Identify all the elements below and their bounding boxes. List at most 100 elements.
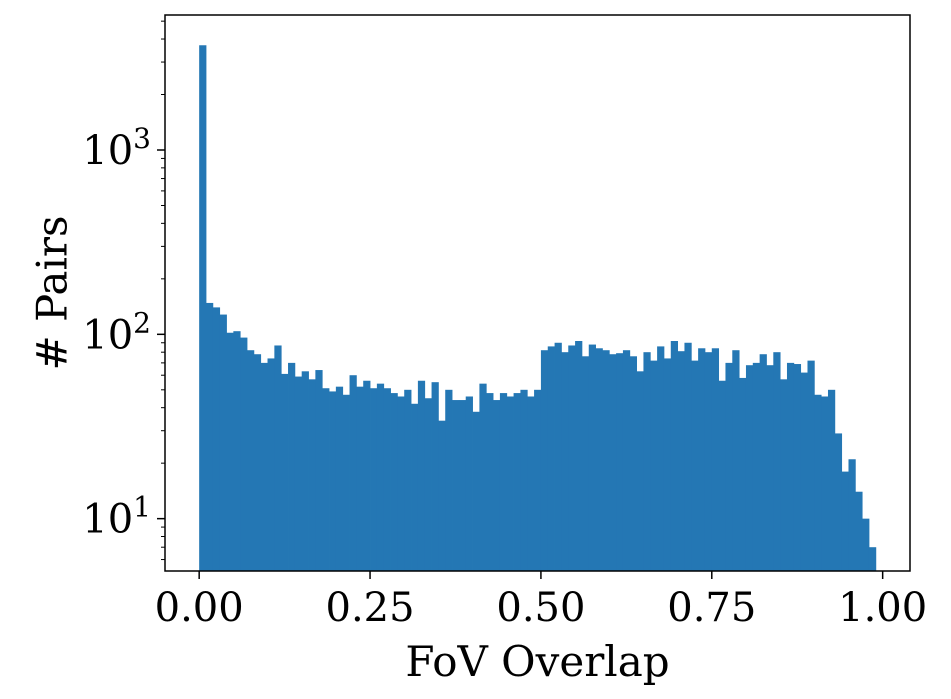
histogram-bar — [677, 351, 685, 571]
histogram-bar — [363, 380, 371, 571]
histogram-bar — [684, 342, 692, 571]
histogram-bar — [506, 396, 514, 571]
y-axis-label: # Pairs — [28, 215, 77, 370]
histogram-bar — [431, 382, 439, 571]
histogram-bar — [862, 518, 870, 571]
histogram-bar — [575, 341, 583, 571]
histogram-bar — [404, 389, 412, 571]
histogram-bar — [424, 398, 432, 571]
histogram-bar — [752, 362, 761, 571]
histogram-bar — [663, 358, 672, 571]
histogram-bar — [520, 389, 528, 571]
histogram-bar — [780, 379, 788, 571]
histogram-bar — [376, 383, 385, 571]
histogram-bar — [356, 386, 364, 571]
histogram-bar — [219, 314, 227, 571]
histogram-bar — [206, 302, 214, 571]
histogram-bar — [527, 396, 535, 571]
histogram-bar — [868, 547, 877, 571]
histogram-bar — [800, 372, 808, 571]
histogram-bar — [240, 337, 248, 571]
histogram-bar — [821, 396, 829, 571]
histogram-bar — [301, 371, 309, 571]
histogram-bar — [786, 362, 795, 571]
histogram-bar — [588, 344, 596, 571]
histogram-bar — [479, 383, 487, 571]
histogram-bar — [807, 360, 815, 571]
histogram-bar — [834, 433, 843, 571]
histogram-bar — [493, 400, 501, 571]
histogram-bar — [445, 389, 453, 571]
histogram-bar — [718, 380, 726, 571]
histogram-bar — [288, 362, 296, 571]
histogram-bar — [397, 396, 405, 571]
histogram-bar — [322, 388, 330, 571]
histogram-bar — [335, 386, 344, 571]
histogram-bar — [438, 420, 446, 571]
histogram-bar — [561, 352, 569, 571]
histogram-bar — [233, 331, 241, 571]
histogram-bar — [534, 389, 542, 571]
histogram-bar — [342, 394, 350, 571]
histogram-bar — [711, 348, 720, 571]
histogram-bar — [581, 356, 590, 571]
histogram-bar — [793, 364, 802, 571]
histogram-bar — [739, 377, 747, 571]
histogram-bar — [226, 332, 234, 571]
histogram-bar — [513, 393, 521, 571]
histogram-bar — [370, 388, 378, 571]
histogram-bar — [554, 342, 562, 571]
histogram-bar — [650, 360, 658, 571]
histogram-bar — [411, 403, 419, 571]
histogram-bar — [452, 400, 460, 571]
y-tick-label: 103 — [82, 122, 151, 174]
histogram-bar — [465, 396, 473, 571]
histogram-bar — [629, 356, 637, 571]
histogram-bar — [670, 341, 679, 571]
histogram-bar — [636, 371, 644, 571]
histogram-bar — [759, 354, 767, 571]
histogram-bar — [616, 353, 624, 571]
histogram-bar — [417, 380, 426, 571]
histogram-bar — [547, 346, 555, 571]
histogram-bar — [691, 360, 699, 571]
histogram-bar — [609, 354, 617, 571]
x-tick-label: 0.50 — [496, 585, 585, 631]
histogram-bar — [568, 345, 576, 571]
histogram-bar — [274, 345, 282, 571]
y-axis-ticks: 101 102 103 — [82, 20, 165, 561]
y-tick-label: 101 — [82, 491, 151, 543]
x-axis-ticks: 0.00 0.25 0.50 0.75 1.00 — [155, 571, 927, 631]
histogram-bar — [745, 365, 754, 571]
histogram-bar — [390, 393, 398, 571]
histogram-bar — [848, 459, 856, 571]
histogram-bar — [294, 376, 303, 571]
histogram-bar — [458, 400, 467, 571]
histogram-bar — [253, 354, 262, 571]
histogram-bar — [814, 394, 822, 571]
x-tick-label: 0.75 — [667, 585, 756, 631]
histogram-bar — [308, 379, 316, 571]
histogram-bar — [281, 373, 289, 571]
histogram-bar — [766, 365, 774, 571]
histogram-bar — [841, 471, 849, 571]
histogram-bar — [315, 370, 323, 571]
histogram-bar — [212, 307, 221, 571]
x-tick-label: 1.00 — [838, 585, 927, 631]
histogram-bar — [486, 393, 494, 571]
histogram-bar — [773, 352, 781, 571]
histogram-bar — [383, 388, 391, 571]
y-tick-label: 102 — [82, 306, 151, 358]
histogram-bar — [725, 362, 733, 571]
histogram-bar — [199, 45, 207, 571]
histogram-bar — [499, 393, 508, 571]
histogram-bar — [595, 348, 603, 571]
histogram-bar — [622, 350, 631, 571]
histogram-bar — [602, 350, 610, 571]
histogram-bar — [349, 375, 357, 571]
x-axis-label: FoV Overlap — [405, 637, 669, 686]
histogram-bar — [704, 352, 713, 571]
histogram-bar — [267, 358, 275, 571]
histogram-bar — [260, 362, 268, 571]
